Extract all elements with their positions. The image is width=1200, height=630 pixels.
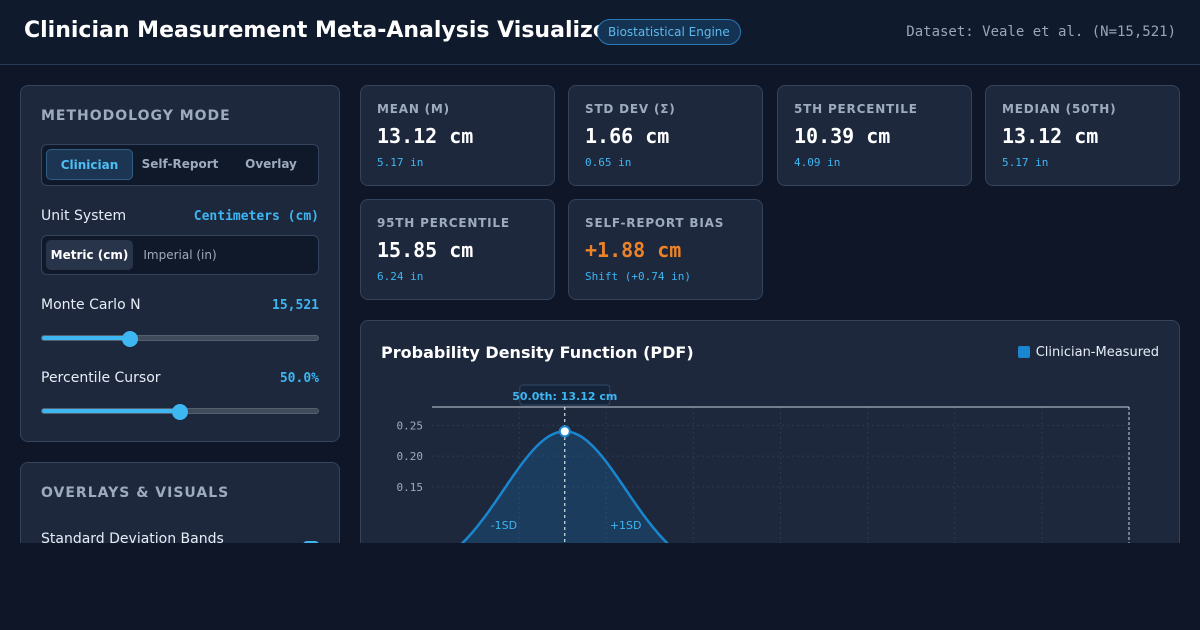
stat-card-self-report-bias: SELF-REPORT BIAS +1.88 cm Shift (+0.74 i…: [568, 199, 763, 300]
app-header: Clinician Measurement Meta-Analysis Visu…: [0, 0, 1200, 65]
stat-sub: 0.65 in: [585, 156, 632, 169]
chart-title: Probability Density Function (PDF): [381, 343, 694, 362]
stat-sub: 5.17 in: [377, 156, 424, 169]
dataset-label: Dataset: Veale et al. (N=15,521): [906, 24, 1176, 40]
sd-bands-label: Standard Deviation Bands: [41, 531, 224, 543]
monte-carlo-label: Monte Carlo N: [41, 297, 141, 313]
monte-carlo-slider-thumb[interactable]: [122, 331, 139, 347]
y-tick-label: 0.25: [397, 419, 424, 432]
stat-card-median: MEDIAN (50TH) 13.12 cm 5.17 in: [985, 85, 1180, 186]
monte-carlo-value: 15,521: [272, 298, 319, 313]
percentile-cursor-value: 50.0%: [279, 371, 319, 386]
mode-self-report-button[interactable]: Self-Report: [141, 157, 219, 171]
legend-label: Clinician-Measured: [1035, 345, 1159, 360]
percentile-cursor-label: Percentile Cursor: [41, 370, 161, 386]
stat-value: 13.12 cm: [377, 124, 474, 148]
pdf-chart-panel: Probability Density Function (PDF) Clini…: [360, 320, 1180, 543]
stat-sub: 5.17 in: [1002, 156, 1049, 169]
stat-label: SELF-REPORT BIAS: [585, 216, 725, 230]
methodology-panel: METHODOLOGY MODE Clinician Self-Report O…: [20, 85, 340, 442]
stat-card-95th-percentile: 95TH PERCENTILE 15.85 cm 6.24 in: [360, 199, 555, 300]
cursor-tooltip-box: [519, 384, 611, 406]
chart-legend: Clinician-Measured: [1017, 345, 1159, 360]
unit-imperial-button[interactable]: Imperial (in): [143, 248, 217, 262]
stat-sub: 4.09 in: [794, 156, 841, 169]
stat-label: MEAN (Μ): [377, 102, 450, 116]
unit-metric-button[interactable]: Metric (cm): [46, 240, 133, 270]
stat-label: 5TH PERCENTILE: [794, 102, 918, 116]
engine-badge: Biostatistical Engine: [597, 19, 741, 45]
stat-value: +1.88 cm: [585, 238, 682, 262]
pdf-curve: [460, 430, 669, 543]
pdf-chart[interactable]: 0.25 0.20 0.15 -1SD +1SD 50.0th: 13.12 cm: [361, 321, 1179, 543]
stat-label: MEDIAN (50TH): [1002, 102, 1117, 116]
app-title: Clinician Measurement Meta-Analysis Visu…: [24, 18, 619, 43]
stat-card-mean: MEAN (Μ) 13.12 cm 5.17 in: [360, 85, 555, 186]
sd-plus-label: +1SD: [610, 519, 642, 532]
mode-clinician-button[interactable]: Clinician: [46, 149, 133, 180]
stat-value: 15.85 cm: [377, 238, 474, 262]
stat-sub: Shift (+0.74 in): [585, 270, 691, 283]
cursor-tooltip-label: 50.0th: 13.12 cm: [512, 390, 617, 403]
cursor-point[interactable]: [558, 425, 571, 438]
y-tick-label: 0.15: [397, 481, 424, 494]
unit-system-value: Centimeters (cm): [193, 209, 319, 224]
sd-minus-label: -1SD: [491, 519, 517, 532]
legend-swatch: [1017, 346, 1030, 358]
overlays-panel: OVERLAYS & VISUALS Standard Deviation Ba…: [20, 462, 340, 543]
y-tick-label: 0.20: [397, 450, 424, 463]
stat-sub: 6.24 in: [377, 270, 424, 283]
mode-overlay-button[interactable]: Overlay: [245, 157, 297, 171]
stat-card-std-dev: STD DEV (Σ) 1.66 cm 0.65 in: [568, 85, 763, 186]
unit-switch: Metric (cm) Imperial (in): [41, 235, 319, 275]
monte-carlo-slider-fill: [42, 336, 131, 340]
methodology-title: METHODOLOGY MODE: [41, 108, 231, 124]
unit-system-label: Unit System: [41, 208, 127, 224]
stat-value: 13.12 cm: [1002, 124, 1099, 148]
stat-label: STD DEV (Σ): [585, 102, 676, 116]
stat-card-5th-percentile: 5TH PERCENTILE 10.39 cm 4.09 in: [777, 85, 972, 186]
monte-carlo-slider[interactable]: [41, 331, 319, 347]
percentile-cursor-slider-fill: [42, 409, 180, 413]
scroll-viewport[interactable]: METHODOLOGY MODE Clinician Self-Report O…: [0, 65, 1200, 543]
sd-bands-checkbox[interactable]: [303, 541, 319, 543]
percentile-cursor-slider-thumb[interactable]: [172, 404, 188, 420]
percentile-cursor-slider[interactable]: [41, 404, 319, 420]
overlays-title: OVERLAYS & VISUALS: [41, 485, 230, 501]
stat-value: 10.39 cm: [794, 124, 891, 148]
stat-value: 1.66 cm: [585, 124, 670, 148]
stat-label: 95TH PERCENTILE: [377, 216, 510, 230]
mode-switch: Clinician Self-Report Overlay: [41, 144, 319, 186]
